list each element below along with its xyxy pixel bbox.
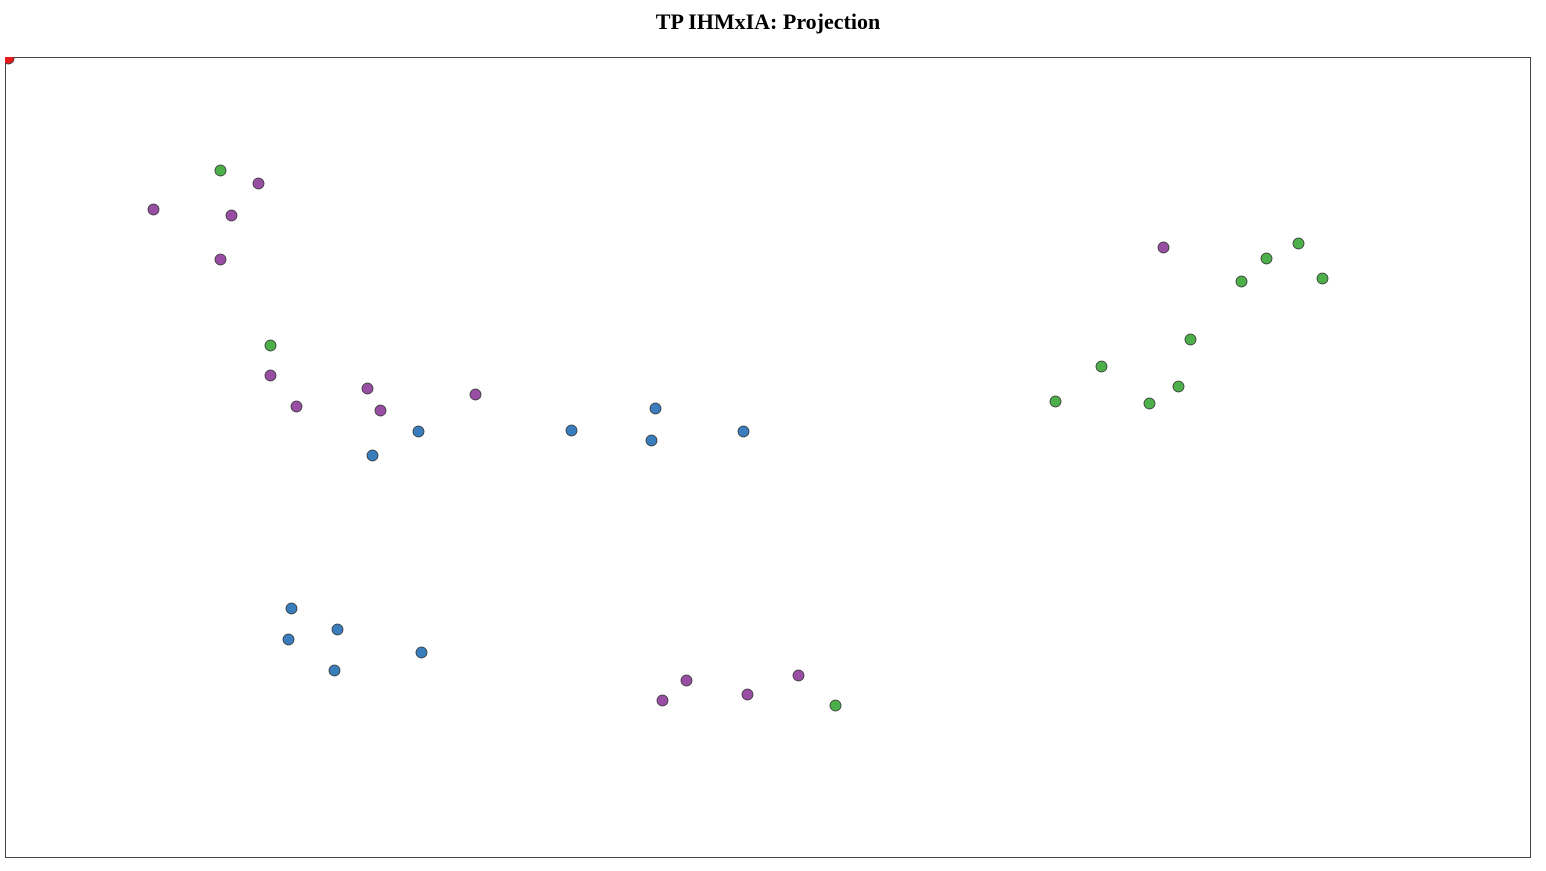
data-point-purple[interactable] xyxy=(290,400,303,413)
data-point-green[interactable] xyxy=(214,164,227,177)
data-point-green[interactable] xyxy=(1316,272,1329,285)
data-point-green[interactable] xyxy=(1049,395,1062,408)
data-point-blue[interactable] xyxy=(565,424,578,437)
data-point-blue[interactable] xyxy=(649,402,662,415)
data-point-purple[interactable] xyxy=(1157,241,1170,254)
data-point-purple[interactable] xyxy=(264,369,277,382)
data-point-blue[interactable] xyxy=(737,425,750,438)
data-point-blue[interactable] xyxy=(645,434,658,447)
data-point-blue[interactable] xyxy=(331,623,344,636)
data-point-green[interactable] xyxy=(1292,237,1305,250)
data-point-purple[interactable] xyxy=(147,203,160,216)
data-point-green[interactable] xyxy=(1260,252,1273,265)
scatter-plot-svg xyxy=(3,53,1531,858)
data-point-green[interactable] xyxy=(1143,397,1156,410)
data-point-purple[interactable] xyxy=(252,177,265,190)
data-point-green[interactable] xyxy=(829,699,842,712)
data-point-blue[interactable] xyxy=(285,602,298,615)
data-point-purple[interactable] xyxy=(792,669,805,682)
data-point-purple[interactable] xyxy=(680,674,693,687)
data-point-purple[interactable] xyxy=(469,388,482,401)
data-point-purple[interactable] xyxy=(741,688,754,701)
data-point-green[interactable] xyxy=(264,339,277,352)
data-point-blue[interactable] xyxy=(366,449,379,462)
data-point-purple[interactable] xyxy=(361,382,374,395)
data-point-purple[interactable] xyxy=(374,404,387,417)
data-point-green[interactable] xyxy=(1095,360,1108,373)
data-point-blue[interactable] xyxy=(282,633,295,646)
data-point-green[interactable] xyxy=(1235,275,1248,288)
plot-frame xyxy=(5,57,1531,858)
data-point-purple[interactable] xyxy=(214,253,227,266)
data-point-blue[interactable] xyxy=(415,646,428,659)
points-layer xyxy=(3,53,1329,712)
page-title: TP IHMxIA: Projection xyxy=(655,9,881,34)
data-point-green[interactable] xyxy=(1172,380,1185,393)
data-point-purple[interactable] xyxy=(656,694,669,707)
data-point-blue[interactable] xyxy=(328,664,341,677)
scatter-plot xyxy=(0,52,1546,864)
data-point-purple[interactable] xyxy=(225,209,238,222)
data-point-green[interactable] xyxy=(1184,333,1197,346)
data-point-blue[interactable] xyxy=(412,425,425,438)
data-point-red[interactable] xyxy=(3,53,15,65)
